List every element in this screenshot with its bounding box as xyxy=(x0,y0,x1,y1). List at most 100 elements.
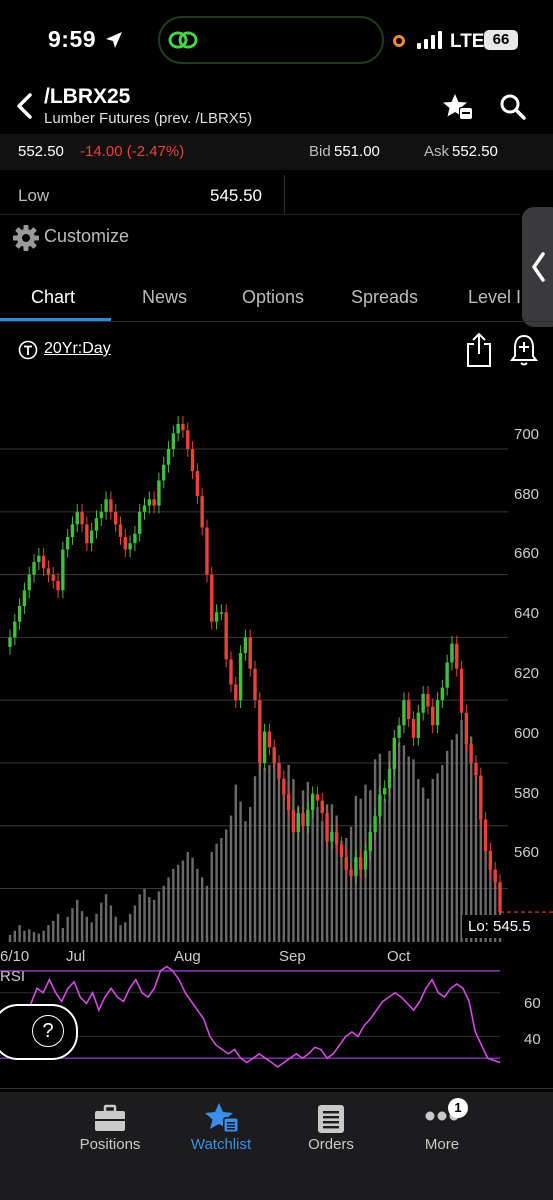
volume-bar xyxy=(292,779,295,942)
volume-bar xyxy=(109,905,113,942)
tab-news[interactable]: News xyxy=(142,287,188,307)
candle-body xyxy=(205,527,209,575)
volume-bar xyxy=(441,764,444,942)
candle-body xyxy=(200,496,204,528)
volume-bar xyxy=(489,860,492,942)
candle-body xyxy=(80,511,84,525)
low-label: Low xyxy=(18,186,50,205)
nav-watchlist-label: Watchlist xyxy=(190,1136,252,1153)
candle-body xyxy=(435,700,440,726)
candle-body xyxy=(330,832,334,842)
volume-bar xyxy=(248,807,252,942)
bid-label: Bid xyxy=(309,143,331,160)
volume-bar xyxy=(42,930,45,942)
volume-bar xyxy=(263,767,266,942)
nav-watchlist[interactable] xyxy=(171,1096,271,1156)
search-icon[interactable] xyxy=(500,94,526,120)
candle-body xyxy=(118,524,123,537)
candle-body xyxy=(138,511,142,534)
briefcase-icon xyxy=(95,1104,125,1131)
tab-level-1[interactable]: Level I xyxy=(468,287,522,307)
candle-body xyxy=(113,511,118,525)
candle-body xyxy=(416,712,421,738)
customize-button[interactable]: Customize xyxy=(12,222,142,252)
y-tick-label: 600 xyxy=(514,725,540,742)
nav-more[interactable]: 1 xyxy=(392,1096,492,1156)
symbol-subtitle: Lumber Futures (prev. /LBRX5) xyxy=(44,110,253,127)
tab-options[interactable]: Options xyxy=(242,287,305,307)
candle-body xyxy=(325,813,329,842)
volume-bar xyxy=(426,798,430,942)
candle-body xyxy=(210,574,214,622)
candle-body xyxy=(41,555,46,569)
volume-bar xyxy=(244,821,247,942)
volume-bar xyxy=(349,826,353,942)
candle-body xyxy=(349,869,353,876)
nav-orders[interactable] xyxy=(281,1096,381,1156)
question-mark-icon: ? xyxy=(32,1015,64,1047)
orders-icon xyxy=(318,1105,344,1133)
volume-bar xyxy=(95,913,98,942)
volume-bar xyxy=(282,787,286,942)
status-time: 9:59 xyxy=(48,26,97,52)
network-type: LTE xyxy=(450,31,485,52)
candle-body xyxy=(474,762,478,776)
volume-bar xyxy=(162,885,165,942)
rsi-line xyxy=(0,965,501,1068)
candle-body xyxy=(354,857,358,876)
watchlist-star-icon[interactable] xyxy=(442,92,474,122)
tab-chart[interactable]: Chart xyxy=(31,287,76,307)
volume-bar xyxy=(469,736,473,942)
volume-bar xyxy=(23,930,26,942)
low-value: 545.50 xyxy=(210,186,262,205)
side-panel-handle[interactable] xyxy=(522,207,553,327)
help-button[interactable]: ? xyxy=(0,1004,78,1060)
price-chart[interactable] xyxy=(0,380,553,950)
x-tick-label: Sep xyxy=(279,948,306,965)
candle-body xyxy=(152,499,156,506)
y-tick-label: 580 xyxy=(514,785,540,802)
volume-bar xyxy=(186,852,189,942)
volume-bar xyxy=(383,798,386,942)
candle-body xyxy=(17,606,22,622)
ask-value: 552.50 xyxy=(452,143,498,160)
chevron-left-icon xyxy=(532,252,545,282)
chart-period-selector[interactable]: 20Yr:Day xyxy=(18,338,128,362)
volume-bar xyxy=(277,776,281,942)
volume-bar xyxy=(306,781,310,942)
candle-body xyxy=(157,480,161,506)
rsi-tick-label: 60 xyxy=(524,995,541,1012)
candle-body xyxy=(104,499,108,512)
y-tick-label: 660 xyxy=(514,545,540,562)
candle-body xyxy=(464,712,469,745)
volume-bar xyxy=(172,868,175,942)
x-tick-label: Aug xyxy=(174,948,201,965)
candle-body xyxy=(387,769,392,789)
candle-body xyxy=(37,555,41,563)
nav-positions[interactable] xyxy=(60,1096,160,1156)
volume-bar xyxy=(340,840,343,942)
volume-bar xyxy=(133,905,137,942)
nav-more-label: More xyxy=(424,1136,460,1153)
candle-body xyxy=(498,882,502,913)
candle-body xyxy=(488,850,493,870)
volume-bar xyxy=(76,899,79,942)
candle-body xyxy=(392,737,397,770)
candle-body xyxy=(411,719,416,738)
candle-body xyxy=(368,832,372,851)
candle-body xyxy=(162,464,166,481)
candle-body xyxy=(234,684,238,701)
candle-body xyxy=(46,568,51,575)
share-icon[interactable] xyxy=(465,332,493,368)
active-tab-indicator xyxy=(0,318,111,321)
volume-bar xyxy=(71,908,74,942)
volume-bar xyxy=(104,894,108,942)
tab-spreads[interactable]: Spreads xyxy=(351,287,419,307)
candle-body xyxy=(8,637,12,647)
alert-bell-icon[interactable] xyxy=(509,332,539,368)
candle-body xyxy=(133,533,137,544)
candle-body xyxy=(450,643,454,663)
volume-bar xyxy=(445,750,449,942)
volume-bar xyxy=(455,734,458,942)
back-chevron-icon[interactable] xyxy=(14,92,36,120)
